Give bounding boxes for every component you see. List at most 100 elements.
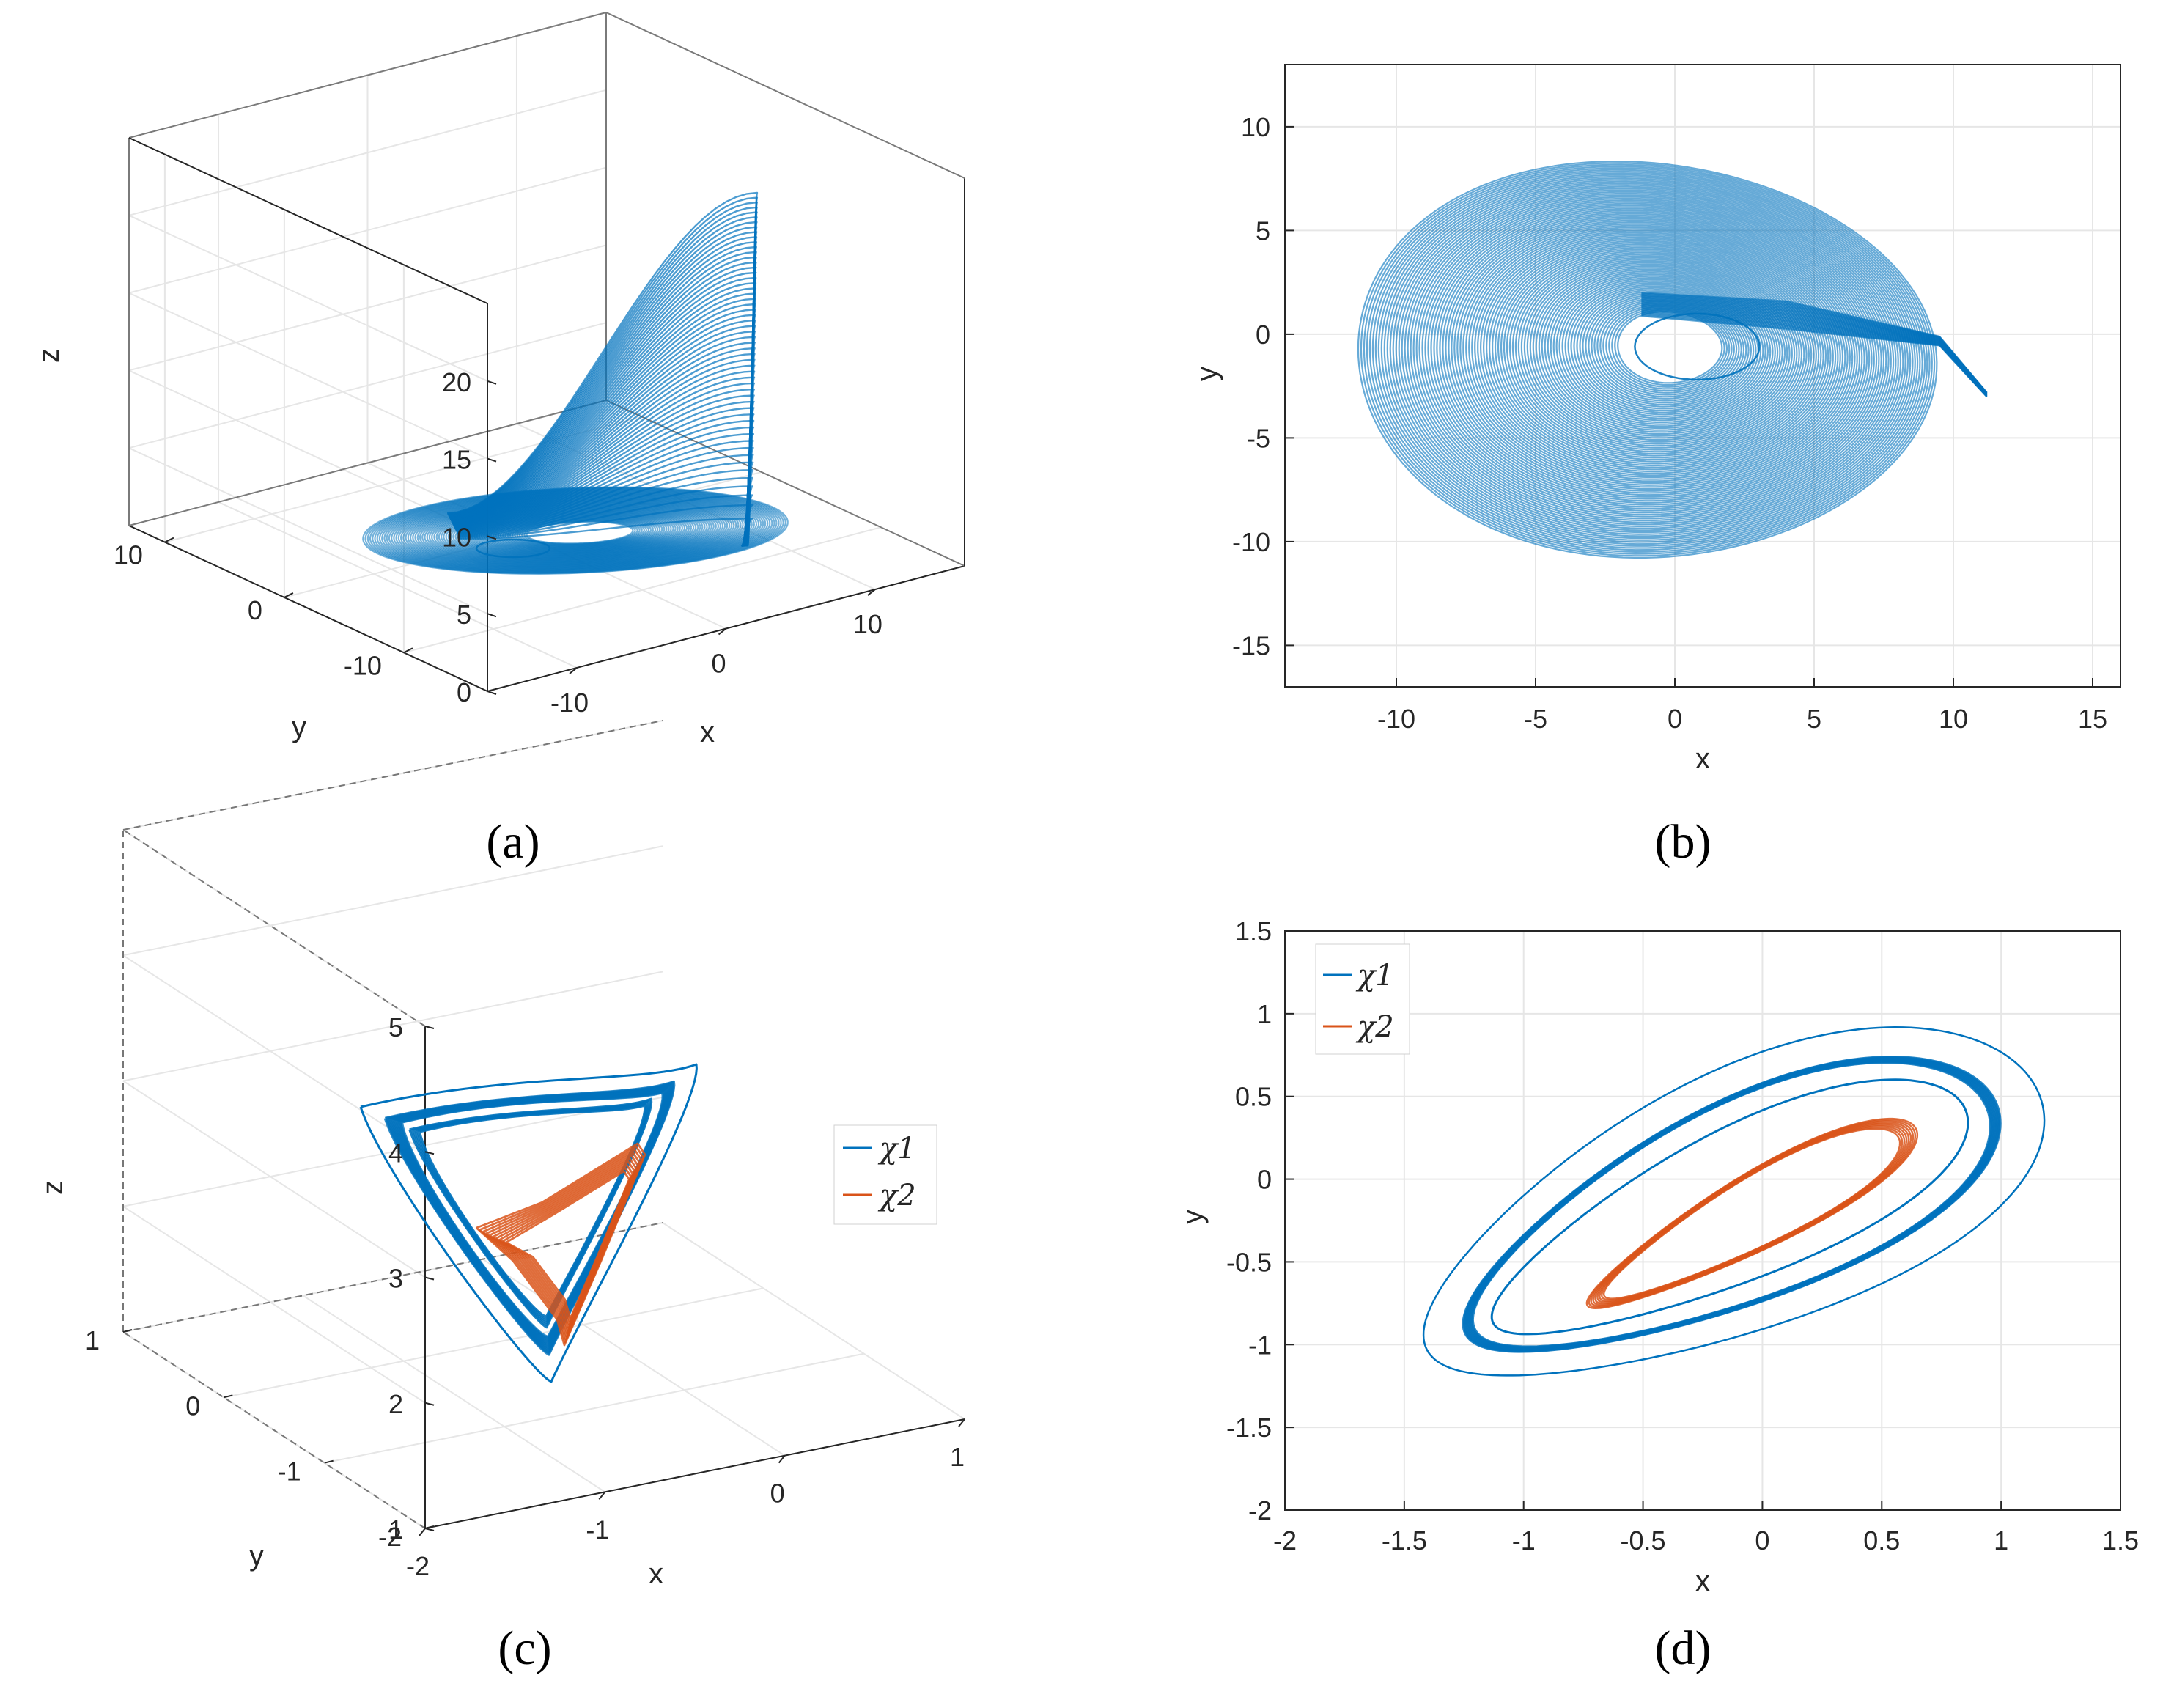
trajectory-loop-33 <box>1520 255 1803 449</box>
grid-x-floor-1 <box>302 1295 605 1493</box>
trajectory-loop-88 <box>1360 162 1936 557</box>
y-tick-5: 0.5 <box>1235 1082 1272 1112</box>
x-tick-6: 1 <box>1994 1525 2008 1556</box>
trajectory-loop-26 <box>1541 267 1786 435</box>
y-tick-mark-0 <box>403 647 413 654</box>
x-tick-4: 0 <box>1755 1525 1769 1556</box>
x-tick-2: 0 <box>1668 704 1682 734</box>
y-tick-mark-2 <box>224 1394 233 1399</box>
chi1-inner-5 <box>419 1104 646 1318</box>
y-tick-0: -2 <box>1248 1495 1272 1525</box>
trajectory-loop-79 <box>1386 177 1914 540</box>
box-edge-4 <box>122 720 663 831</box>
x-tick-5: 15 <box>2078 704 2107 734</box>
chi1-inner-loop <box>1490 1078 1969 1336</box>
trajectory-loop-62 <box>1436 206 1873 506</box>
chi1-band-4 <box>1466 1058 1997 1351</box>
x-tick-mark-2 <box>867 589 876 596</box>
trajectory-loop-25 <box>1544 268 1783 433</box>
chi2-loop-8 <box>1602 1127 1901 1300</box>
y-tick-1: 0 <box>248 595 262 625</box>
chi1-band-8 <box>1470 1060 1993 1349</box>
x-tick-1: -1.5 <box>1382 1525 1427 1556</box>
trajectory-loop-22 <box>1552 273 1776 427</box>
grid-z-left-1 <box>128 447 488 615</box>
y-tick-0: -2 <box>378 1522 402 1552</box>
panel-label-a: (a) <box>486 815 539 869</box>
z-tick-mark-3 <box>424 1151 435 1155</box>
x-axis-label: x <box>649 1558 663 1590</box>
x-tick-4: 10 <box>1939 704 1968 734</box>
panel-label-d: (d) <box>1655 1622 1711 1675</box>
trajectory-loop-45 <box>1485 235 1832 473</box>
trajectory-start-spiral <box>1634 312 1761 381</box>
chi1-band-7 <box>1469 1060 1994 1350</box>
trajectory-loop-16 <box>1570 284 1762 416</box>
grid-z-left-3 <box>122 954 426 1153</box>
legend-box <box>833 1124 937 1225</box>
x-axis-label: x <box>1695 1565 1710 1597</box>
y-tick-1: -1.5 <box>1226 1413 1272 1443</box>
chart-d: -2 -1.5 -1 -0.5 0 0.5 1 1.5 -2 -1.5 -1 -0.5 0 0.5 1 1.5… <box>1176 916 2139 1597</box>
y-tick-5: 10 <box>1241 112 1270 142</box>
trajectory-loop-68 <box>1418 196 1887 518</box>
y-axis-label: y <box>1176 1210 1209 1224</box>
x-tick-0: -2 <box>1273 1525 1297 1556</box>
trajectory-loop-50 <box>1471 226 1844 482</box>
x-tick-0: -10 <box>550 688 589 718</box>
trajectory-loop-71 <box>1410 191 1895 523</box>
trajectory-loop-43 <box>1491 238 1827 468</box>
trajectory-loop-37 <box>1508 248 1813 457</box>
trajectory-loop-70 <box>1412 192 1892 522</box>
trajectory-loop-72 <box>1407 189 1897 526</box>
trajectory-loop-65 <box>1427 201 1880 512</box>
y-tick-0: -10 <box>344 650 382 680</box>
x-tick-1: -1 <box>586 1514 609 1545</box>
trajectory-loop-80 <box>1383 175 1916 541</box>
grid-y-floor-0 <box>403 526 882 654</box>
y-tick-mark-3 <box>122 1329 133 1333</box>
chi1-outer-loop <box>1422 1026 2046 1377</box>
box-edge-8 <box>605 12 965 179</box>
y-tick-3: 1 <box>85 1325 100 1355</box>
trajectory-loop-85 <box>1368 167 1928 551</box>
trajectory-loop-61 <box>1439 207 1871 504</box>
y-tick-6: 1 <box>1257 999 1272 1029</box>
x-tick-3: 1 <box>950 1442 965 1472</box>
y-tick-4: 0 <box>1257 1165 1272 1195</box>
trajectory-loop-47 <box>1479 231 1837 476</box>
y-tick-mark-1 <box>284 592 294 598</box>
trajectory-loop-60 <box>1442 209 1868 502</box>
z-tick-4: 5 <box>388 1012 403 1042</box>
y-tick-4: 5 <box>1256 216 1270 246</box>
trajectory-loop-24 <box>1547 270 1781 431</box>
x-tick-2: -1 <box>1512 1525 1536 1556</box>
trajectory-loop-74 <box>1401 185 1902 529</box>
box-edge-9 <box>128 137 488 304</box>
trajectory-loop-30 <box>1529 259 1796 443</box>
box-edge-1 <box>128 525 488 692</box>
x-tick-3: 5 <box>1807 704 1821 734</box>
trajectory-loop-38 <box>1506 246 1815 459</box>
x-tick-mark-2 <box>778 1455 786 1464</box>
trajectory-loop-77 <box>1392 180 1909 535</box>
trajectory-loop-63 <box>1433 204 1875 508</box>
trajectory-loop-84 <box>1371 169 1926 549</box>
trajectory-loop-55 <box>1456 218 1856 492</box>
trajectory-loop-64 <box>1430 202 1878 510</box>
legend: χ1 χ2 <box>1315 943 1410 1055</box>
panel-label-c: (c) <box>498 1622 551 1675</box>
chi1-outer-loop <box>359 1063 698 1383</box>
x-tick-0: -2 <box>406 1551 430 1581</box>
panel-label-b: (b) <box>1655 815 1711 869</box>
z-axis-label: z <box>33 348 65 363</box>
z-tick-0: 0 <box>457 677 471 707</box>
grid-y-floor-1 <box>324 1352 864 1464</box>
y-axis-label: y <box>292 711 306 743</box>
trajectory-loop-19 <box>1561 279 1769 422</box>
grid-y-floor-2 <box>224 1287 764 1399</box>
trajectory-loop-66 <box>1424 199 1882 514</box>
grid-x-floor-0 <box>218 501 578 669</box>
